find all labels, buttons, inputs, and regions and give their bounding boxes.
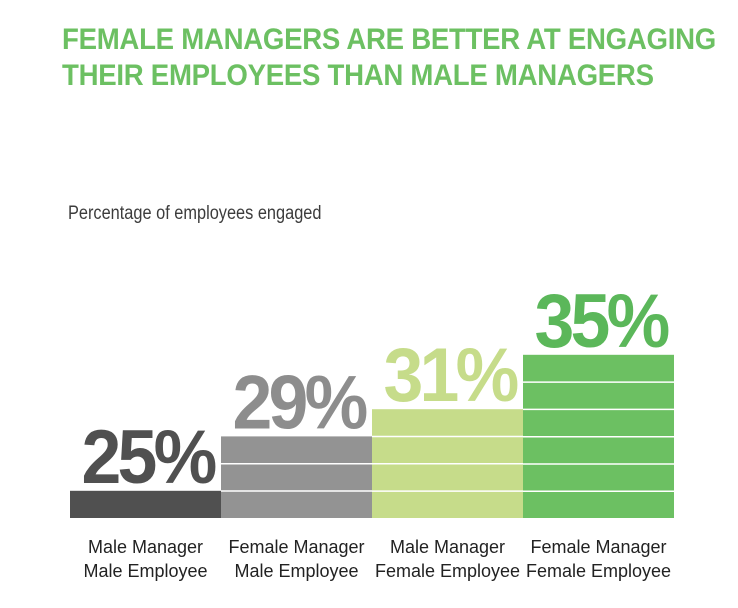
chart-title: FEMALE MANAGERS ARE BETTER AT ENGAGING T… xyxy=(62,22,716,94)
category-label-3-line-2: Female Employee xyxy=(375,561,520,581)
category-label-4-line-1: Female Manager xyxy=(530,537,666,557)
data-label-3: 31% xyxy=(384,333,518,418)
data-label-4: 35% xyxy=(535,279,669,364)
data-label-2: 29% xyxy=(233,360,367,445)
category-label-1-line-2: Male Employee xyxy=(83,561,207,581)
bar-group-1: 25% Male Manager Male Employee xyxy=(70,415,221,581)
data-label-1: 25% xyxy=(82,415,216,500)
bar-group-3: 31% Male Manager Female Employee xyxy=(372,333,523,581)
bar-group-4: 35% Female Manager Female Employee xyxy=(523,279,674,581)
category-label-3-line-1: Male Manager xyxy=(390,537,505,557)
bar-1 xyxy=(70,490,221,518)
category-label-2-line-2: Male Employee xyxy=(234,561,358,581)
category-label-1-line-1: Male Manager xyxy=(88,537,203,557)
chart-title-line-1: FEMALE MANAGERS ARE BETTER AT ENGAGING xyxy=(62,23,716,56)
category-label-4-line-2: Female Employee xyxy=(526,561,671,581)
y-axis-label: Percentage of employees engaged xyxy=(68,203,322,224)
bar-2 xyxy=(221,436,372,518)
chart-title-line-2: THEIR EMPLOYEES THAN MALE MANAGERS xyxy=(62,59,654,92)
bar-group-2: 29% Female Manager Male Employee xyxy=(221,360,372,581)
category-label-2-line-1: Female Manager xyxy=(228,537,364,557)
